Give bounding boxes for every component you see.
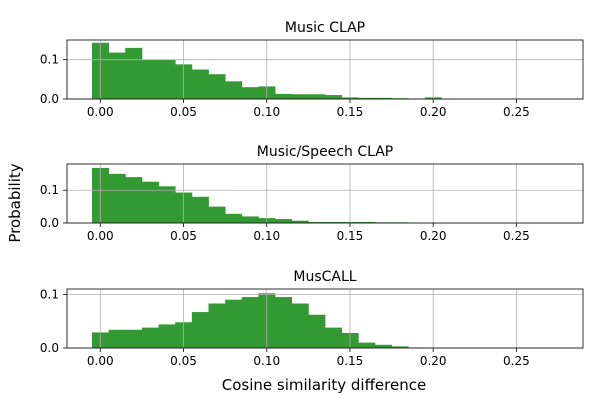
x-tick-label: 0.10 — [253, 354, 280, 368]
x-tick-label: 0.05 — [170, 105, 197, 119]
histogram-bar — [158, 186, 176, 223]
x-tick-label: 0.05 — [170, 229, 197, 243]
histogram-bar — [225, 299, 243, 348]
x-axis-label: Cosine similarity difference — [222, 376, 426, 394]
x-tick-label: 0.15 — [337, 229, 364, 243]
histogram-panel-3: 0.00 0.05 0.10 0.15 0.20 0.25 0.0 0.1 MusCALL — [40, 269, 584, 368]
histogram-bar — [158, 324, 176, 348]
histogram-bar — [358, 97, 376, 99]
x-tick-label: 0.10 — [253, 229, 280, 243]
plot-frame — [66, 39, 584, 100]
panel-title: Music CLAP — [285, 20, 365, 36]
x-tick-label: 0.20 — [420, 354, 447, 368]
x-tick-label: 0.05 — [170, 354, 197, 368]
histogram-bar — [358, 342, 376, 348]
histogram-bar — [141, 181, 159, 223]
y-tick-label: 0.1 — [40, 183, 59, 197]
x-tick-label: 0.25 — [503, 229, 530, 243]
x-tick-label: 0.25 — [503, 105, 530, 119]
histogram-panel-1: 0.00 0.05 0.10 0.15 0.20 0.25 0.0 0.1 Music CLAP — [40, 20, 584, 119]
x-tick-label: 0.00 — [87, 105, 114, 119]
x-tick-label: 0.20 — [420, 229, 447, 243]
panel-title: Music/Speech CLAP — [257, 144, 394, 160]
histogram-bar — [158, 59, 176, 99]
histogram-bar — [291, 303, 309, 348]
histogram-bar — [191, 196, 209, 223]
histogram-bar — [325, 222, 343, 223]
plot-frame — [66, 288, 584, 349]
histogram-bar — [108, 52, 126, 99]
y-tick-label: 0.0 — [40, 216, 59, 230]
histogram-bar — [125, 329, 143, 348]
histogram-bar — [374, 344, 392, 348]
y-tick-label: 0.0 — [40, 92, 59, 106]
panel-title: MusCALL — [293, 269, 356, 285]
histogram-bar — [125, 177, 143, 223]
y-tick-label: 0.1 — [40, 53, 59, 67]
x-tick-label: 0.15 — [337, 354, 364, 368]
plot-frame — [66, 163, 584, 224]
histogram-bar — [374, 97, 392, 99]
histogram-bar — [208, 74, 226, 99]
histogram-bar — [108, 173, 126, 223]
histogram-bar — [358, 222, 376, 223]
histogram-bar — [325, 327, 343, 348]
x-tick-label: 0.00 — [87, 229, 114, 243]
histogram-bar — [275, 93, 293, 99]
histogram-bar — [141, 327, 159, 348]
x-tick-label: 0.20 — [420, 105, 447, 119]
histogram-bar — [225, 213, 243, 223]
histogram-bar — [208, 206, 226, 223]
histogram-bar — [141, 59, 159, 99]
x-tick-label: 0.15 — [337, 105, 364, 119]
histogram-bar — [391, 346, 409, 348]
histogram-bar — [308, 94, 326, 99]
histogram-bar — [325, 95, 343, 99]
histogram-bar — [291, 94, 309, 99]
histogram-panel-2: 0.00 0.05 0.10 0.15 0.20 0.25 0.0 0.1 Music/Spee… — [40, 144, 584, 243]
histogram-bar — [275, 297, 293, 348]
histogram-bar — [308, 314, 326, 348]
histogram-bar — [308, 222, 326, 223]
histogram-bar — [191, 312, 209, 348]
y-tick-label: 0.1 — [40, 287, 59, 301]
histogram-bar — [225, 81, 243, 99]
histogram-bar — [241, 297, 259, 348]
histogram-bar — [208, 303, 226, 348]
y-tick-label: 0.0 — [40, 341, 59, 355]
histogram-bar — [291, 220, 309, 223]
x-tick-label: 0.00 — [87, 354, 114, 368]
histogram-bar — [275, 219, 293, 223]
x-tick-label: 0.10 — [253, 105, 280, 119]
x-tick-label: 0.25 — [503, 354, 530, 368]
histogram-bar — [241, 87, 259, 99]
histogram-bar — [241, 216, 259, 223]
histogram-bar — [108, 329, 126, 348]
histogram-bar — [191, 69, 209, 99]
histogram-bar — [125, 47, 143, 99]
y-axis-label: Probability — [6, 163, 24, 242]
